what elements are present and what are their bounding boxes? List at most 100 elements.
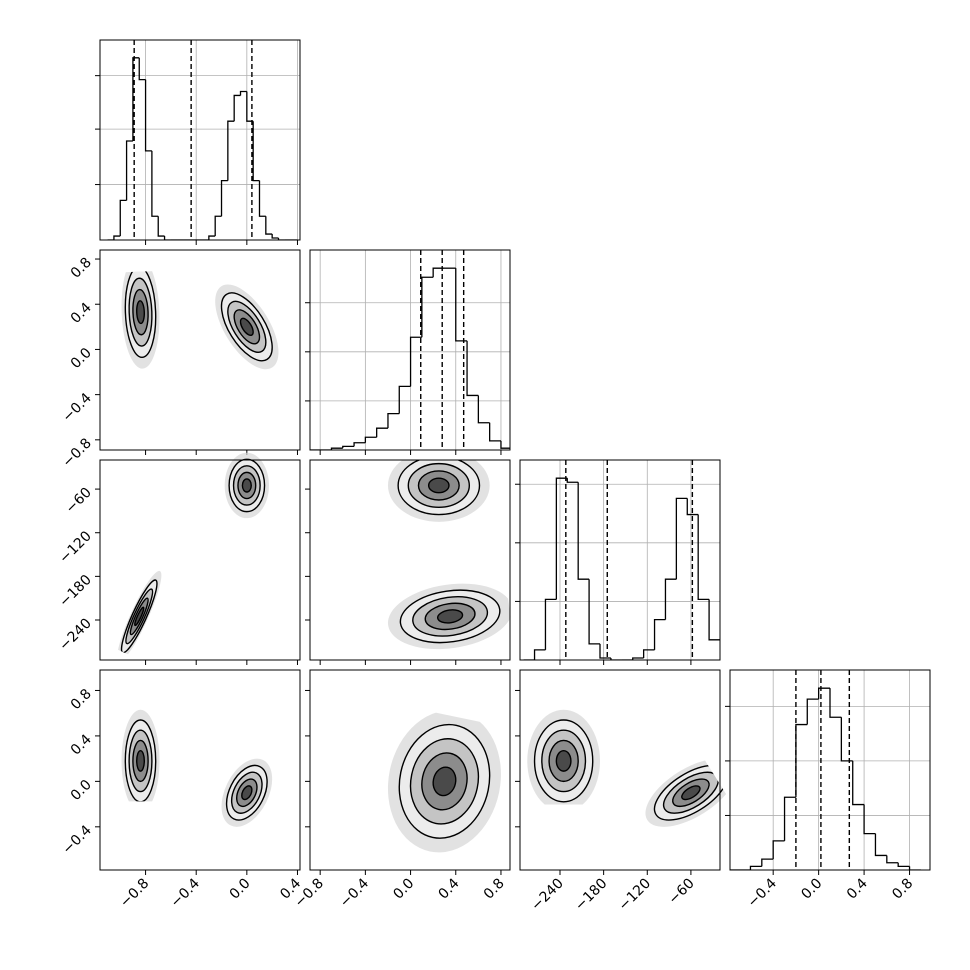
contour xyxy=(681,785,701,801)
histogram-step xyxy=(330,447,343,450)
panel-frame xyxy=(519,669,721,871)
y-tick-label: 0.8 xyxy=(68,255,95,282)
y-tick-label: −180 xyxy=(56,572,95,611)
histogram-step xyxy=(489,422,501,442)
histogram-step xyxy=(227,120,235,181)
histogram-step xyxy=(157,216,165,237)
panel-frame xyxy=(99,39,301,241)
histogram-step xyxy=(686,498,699,516)
histogram-step xyxy=(555,477,568,600)
panel-frame xyxy=(309,249,511,451)
histogram-step xyxy=(772,840,785,860)
y-tick-label: 0.0 xyxy=(68,777,95,804)
y-tick-label: 0.4 xyxy=(68,731,95,758)
x-tick-label: −0.4 xyxy=(168,875,203,910)
contour xyxy=(136,300,146,325)
histogram-step xyxy=(500,440,510,449)
panel-frame xyxy=(309,459,511,661)
histogram-step xyxy=(642,649,655,658)
contour xyxy=(134,606,145,627)
histogram-step xyxy=(409,336,422,387)
panel-frame xyxy=(309,669,511,871)
histogram-step xyxy=(577,482,590,580)
histogram-step xyxy=(817,687,830,700)
histogram-step xyxy=(477,395,490,424)
histogram-step xyxy=(239,90,247,96)
x-tick-label: 0.4 xyxy=(844,875,871,902)
histogram-step xyxy=(675,497,688,580)
histogram-step xyxy=(246,91,254,122)
histogram-step xyxy=(277,238,285,240)
histogram-step xyxy=(421,276,434,338)
x-tick-label: −240 xyxy=(528,876,567,915)
contour xyxy=(555,749,572,772)
histogram-step xyxy=(342,445,355,449)
y-tick-label: −0.4 xyxy=(59,822,94,857)
histogram-step xyxy=(125,140,133,201)
y-tick-label: 0.8 xyxy=(68,686,95,713)
histogram-step xyxy=(132,57,140,141)
x-tick-label: 0.0 xyxy=(390,876,417,903)
histogram-step xyxy=(599,643,611,659)
x-tick-label: −120 xyxy=(616,876,655,915)
histogram-step xyxy=(886,855,899,864)
contour xyxy=(432,766,457,797)
x-tick-label: −180 xyxy=(572,876,611,915)
contour xyxy=(239,317,254,337)
y-tick-label: 0.0 xyxy=(68,345,95,372)
histogram-step xyxy=(749,865,762,870)
histogram-step xyxy=(653,618,666,650)
panel-frame xyxy=(729,669,931,871)
panel-frame xyxy=(99,249,301,451)
x-tick-label: 0.8 xyxy=(481,876,508,903)
histogram-step xyxy=(863,804,876,835)
contour xyxy=(136,749,146,772)
x-tick-label: 0.0 xyxy=(798,876,825,903)
histogram-step xyxy=(783,796,796,841)
contour xyxy=(436,609,464,624)
histogram-step xyxy=(632,657,644,660)
histogram-step xyxy=(806,698,819,725)
histogram-step xyxy=(908,866,921,870)
y-tick-label: −240 xyxy=(56,616,95,655)
histogram-step xyxy=(208,235,216,240)
panel-frame xyxy=(519,459,721,661)
histogram-step xyxy=(897,862,910,868)
histogram-step xyxy=(829,688,842,718)
histogram-step xyxy=(566,478,579,483)
contour xyxy=(427,477,450,494)
histogram-step xyxy=(874,833,887,857)
y-tick-label: −120 xyxy=(56,528,95,567)
histogram-step xyxy=(214,215,222,237)
histogram-step xyxy=(466,340,479,397)
y-tick-label: −0.8 xyxy=(59,435,94,470)
histogram-step xyxy=(233,94,241,122)
histogram-step xyxy=(163,236,171,240)
x-tick-label: −0.4 xyxy=(745,875,780,910)
histogram-step xyxy=(113,235,121,240)
histogram-step xyxy=(610,657,622,660)
x-tick-label: 0.4 xyxy=(436,875,463,902)
histogram-step xyxy=(795,723,808,798)
x-tick-label: −60 xyxy=(666,876,698,908)
histogram-step xyxy=(271,234,279,239)
contour xyxy=(241,785,253,801)
x-tick-label: −0.8 xyxy=(117,876,152,911)
y-tick-label: 0.4 xyxy=(68,300,95,327)
histogram-step xyxy=(840,717,853,762)
histogram-step xyxy=(455,268,468,342)
histogram-step xyxy=(387,412,400,429)
histogram-step xyxy=(544,598,557,650)
x-tick-label: 0.0 xyxy=(227,876,254,903)
histogram-step xyxy=(852,760,865,806)
histogram-step xyxy=(398,385,411,414)
x-tick-label: −0.4 xyxy=(337,875,372,910)
x-tick-label: 0.8 xyxy=(889,876,916,903)
histogram-step xyxy=(364,436,377,443)
histogram-step xyxy=(533,649,546,660)
panel-frame xyxy=(99,669,301,871)
histogram-step xyxy=(265,216,273,235)
histogram-step xyxy=(588,579,600,645)
histogram-step xyxy=(119,199,127,237)
